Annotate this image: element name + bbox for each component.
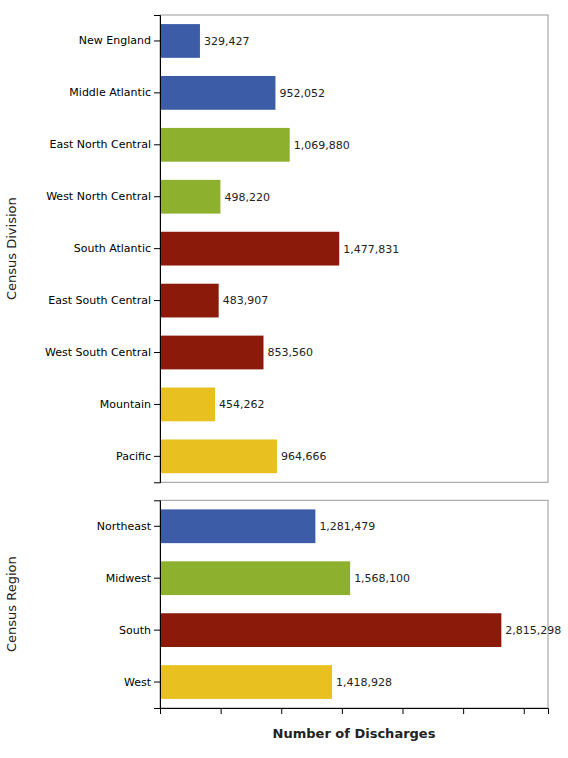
panel: 329,427 952,052 1,069,880 498,220 1,477,831 4… [4, 15, 548, 483]
tick-label: West [124, 676, 152, 689]
data-label: 952,052 [279, 87, 325, 100]
tick-label: New England [79, 34, 151, 47]
bar [160, 284, 219, 318]
bar [160, 388, 215, 422]
bar [160, 509, 315, 543]
bar [160, 561, 350, 595]
data-label: 329,427 [204, 35, 250, 48]
data-label: 1,568,100 [354, 572, 410, 585]
bar [160, 128, 290, 162]
tick-mark [154, 144, 160, 145]
tick-label: Mountain [100, 398, 151, 411]
data-label: 1,281,479 [319, 520, 375, 533]
tick: South Atlantic [74, 242, 160, 255]
tick [342, 708, 343, 714]
bar [160, 76, 275, 110]
tick-mark [154, 526, 160, 527]
tick-label: Midwest [106, 572, 152, 585]
tick-mark [524, 708, 525, 714]
tick: South [119, 624, 160, 637]
tick-mark [154, 300, 160, 301]
x-axis [161, 708, 549, 714]
data-label: 2,815,298 [505, 624, 561, 637]
tick-mark [154, 196, 160, 197]
tick-mark [463, 708, 464, 714]
bar [160, 336, 263, 370]
tick-mark [281, 708, 282, 714]
tick-mark [154, 352, 160, 353]
tick: Mountain [100, 398, 160, 411]
tick [221, 708, 222, 714]
tick-mark [154, 92, 160, 93]
tick: East North Central [49, 138, 160, 151]
data-label: 498,220 [224, 191, 270, 204]
tick-label: Pacific [116, 450, 151, 463]
data-label: 1,418,928 [336, 676, 392, 689]
panel: 1,281,479 1,568,100 2,815,298 1,418,928 Nort… [4, 500, 561, 741]
data-label: 1,069,880 [294, 139, 350, 152]
bar [160, 439, 277, 473]
tick-mark [221, 708, 222, 714]
data-labels: 329,427 952,052 1,069,880 498,220 1,477,831 4… [204, 35, 399, 463]
bars [160, 24, 339, 473]
tick [403, 708, 404, 714]
tick: Middle Atlantic [69, 86, 160, 99]
tick-mark [403, 708, 404, 714]
axis-line [154, 501, 161, 709]
tick: Midwest [106, 572, 160, 585]
axis-line [161, 709, 549, 715]
tick-label: West South Central [45, 346, 151, 359]
plot-frame [160, 500, 548, 708]
tick: West North Central [46, 190, 160, 203]
bar [160, 232, 339, 266]
tick-mark [154, 578, 160, 579]
data-label: 454,262 [219, 398, 265, 411]
y-axis-title: Census Region [4, 556, 19, 652]
tick-label: West North Central [46, 190, 151, 203]
tick-label: South Atlantic [74, 242, 151, 255]
tick [160, 708, 161, 714]
tick [463, 708, 464, 714]
bar [160, 24, 200, 58]
data-label: 1,477,831 [343, 243, 399, 256]
y-axis: Northeast Midwest South West [97, 501, 161, 709]
tick: New England [79, 34, 160, 47]
tick-label: East South Central [48, 294, 151, 307]
tick-mark [154, 248, 160, 249]
y-axis: New England Middle Atlantic East North Cen… [45, 16, 161, 483]
bar [160, 613, 501, 647]
axis-line [154, 16, 161, 483]
tick-mark [160, 708, 161, 714]
tick [281, 708, 282, 714]
tick-label: East North Central [49, 138, 151, 151]
chart-svg: 329,427 952,052 1,069,880 498,220 1,477,831 4… [0, 0, 568, 758]
data-label: 853,560 [267, 346, 313, 359]
bars [160, 509, 501, 699]
tick: West [124, 676, 160, 689]
tick-mark [154, 40, 160, 41]
tick-mark [154, 682, 160, 683]
tick-mark [154, 630, 160, 631]
data-label: 483,907 [223, 294, 268, 307]
tick-mark [154, 456, 160, 457]
data-label: 964,666 [281, 450, 327, 463]
bar [160, 180, 220, 214]
data-labels: 1,281,479 1,568,100 2,815,298 1,418,928 [319, 520, 561, 689]
tick: East South Central [48, 294, 160, 307]
tick-label: Northeast [97, 520, 152, 533]
tick: Pacific [116, 450, 160, 463]
tick-label: South [119, 624, 151, 637]
tick-label: Middle Atlantic [69, 86, 151, 99]
bar [160, 665, 332, 699]
tick-mark [342, 708, 343, 714]
tick-mark [154, 404, 160, 405]
y-axis-title: Census Division [4, 197, 19, 300]
plot-frame [160, 15, 548, 482]
tick: West South Central [45, 346, 160, 359]
tick [524, 708, 525, 714]
x-axis-title: Number of Discharges [273, 726, 436, 741]
tick: Northeast [97, 520, 160, 533]
